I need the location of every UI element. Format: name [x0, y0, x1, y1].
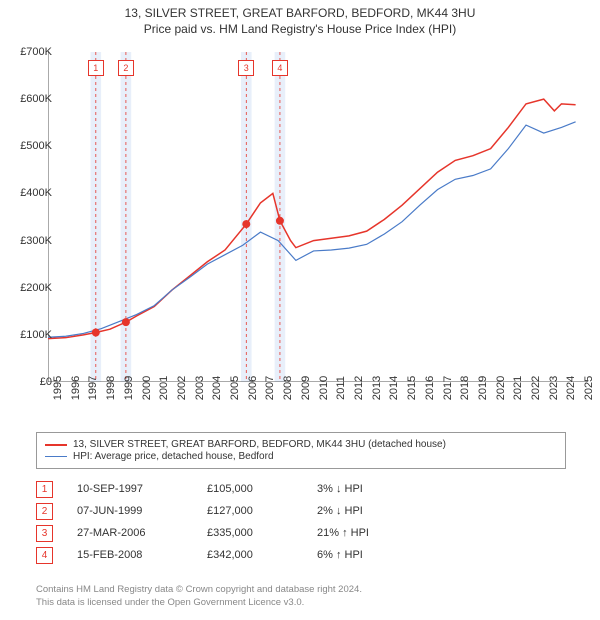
footer-line1: Contains HM Land Registry data © Crown c… — [36, 584, 362, 597]
sale-row: 4 15-FEB-2008£342,0006% ↑ HPI — [36, 544, 566, 566]
sale-marker-box: 3 — [238, 60, 254, 76]
legend-label: HPI: Average price, detached house, Bedf… — [73, 451, 274, 462]
title-block: 13, SILVER STREET, GREAT BARFORD, BEDFOR… — [0, 0, 600, 40]
x-tick-label: 2006 — [247, 376, 259, 400]
x-tick-label: 2022 — [530, 376, 542, 400]
sale-row: 2 07-JUN-1999£127,0002% ↓ HPI — [36, 500, 566, 522]
x-tick-label: 1996 — [70, 376, 82, 400]
x-tick-label: 2015 — [406, 376, 418, 400]
title-main: 13, SILVER STREET, GREAT BARFORD, BEDFOR… — [0, 6, 600, 20]
x-tick-label: 2018 — [459, 376, 471, 400]
sale-table: 1 10-SEP-1997£105,0003% ↓ HPI 2 07-JUN-1999… — [36, 478, 566, 566]
x-tick-label: 2013 — [371, 376, 383, 400]
x-tick-label: 2024 — [565, 376, 577, 400]
sale-row: 3 27-MAR-2006£335,00021% ↑ HPI — [36, 522, 566, 544]
x-tick-label: 2025 — [583, 376, 595, 400]
x-tick-label: 2019 — [477, 376, 489, 400]
y-tick-label: £400K — [20, 187, 52, 199]
sale-diff: 21% ↑ HPI — [317, 527, 437, 539]
x-tick-label: 2009 — [300, 376, 312, 400]
sale-row: 1 10-SEP-1997£105,0003% ↓ HPI — [36, 478, 566, 500]
legend-row: 13, SILVER STREET, GREAT BARFORD, BEDFOR… — [45, 439, 557, 450]
sale-num-box: 4 — [36, 547, 53, 564]
x-tick-label: 2016 — [424, 376, 436, 400]
y-tick-label: £200K — [20, 282, 52, 294]
sale-date: 27-MAR-2006 — [77, 527, 207, 539]
title-sub: Price paid vs. HM Land Registry's House … — [0, 22, 600, 36]
chart-svg — [48, 52, 588, 382]
x-tick-label: 1999 — [123, 376, 135, 400]
chart-container: 13, SILVER STREET, GREAT BARFORD, BEDFOR… — [0, 0, 600, 620]
y-tick-label: £100K — [20, 329, 52, 341]
sale-diff: 2% ↓ HPI — [317, 505, 437, 517]
legend-row: HPI: Average price, detached house, Bedf… — [45, 451, 557, 462]
legend-swatch — [45, 444, 67, 446]
sale-marker-box: 4 — [272, 60, 288, 76]
x-tick-label: 2003 — [194, 376, 206, 400]
x-tick-label: 2011 — [335, 376, 347, 400]
sale-date: 07-JUN-1999 — [77, 505, 207, 517]
sale-diff: 3% ↓ HPI — [317, 483, 437, 495]
footer-line2: This data is licensed under the Open Gov… — [36, 597, 362, 610]
x-tick-label: 2012 — [353, 376, 365, 400]
y-tick-label: £600K — [20, 93, 52, 105]
x-tick-label: 2005 — [229, 376, 241, 400]
x-tick-label: 2008 — [282, 376, 294, 400]
y-tick-label: £700K — [20, 46, 52, 58]
sale-price: £335,000 — [207, 527, 317, 539]
legend-box: 13, SILVER STREET, GREAT BARFORD, BEDFOR… — [36, 432, 566, 469]
sale-price: £127,000 — [207, 505, 317, 517]
x-tick-label: 2007 — [264, 376, 276, 400]
x-tick-label: 1998 — [105, 376, 117, 400]
x-tick-label: 2023 — [548, 376, 560, 400]
x-tick-label: 2002 — [176, 376, 188, 400]
x-tick-label: 2001 — [158, 376, 170, 400]
chart-area — [48, 52, 588, 382]
sale-marker-box: 2 — [118, 60, 134, 76]
footer: Contains HM Land Registry data © Crown c… — [36, 584, 362, 610]
sale-price: £105,000 — [207, 483, 317, 495]
x-tick-label: 2010 — [318, 376, 330, 400]
x-tick-label: 2014 — [388, 376, 400, 400]
y-tick-label: £0 — [40, 376, 52, 388]
y-tick-label: £300K — [20, 235, 52, 247]
sale-num-box: 1 — [36, 481, 53, 498]
x-tick-label: 2000 — [141, 376, 153, 400]
sale-num-box: 2 — [36, 503, 53, 520]
sale-price: £342,000 — [207, 549, 317, 561]
x-tick-label: 2017 — [442, 376, 454, 400]
y-tick-label: £500K — [20, 140, 52, 152]
x-tick-label: 2020 — [495, 376, 507, 400]
sale-date: 10-SEP-1997 — [77, 483, 207, 495]
sale-marker-box: 1 — [88, 60, 104, 76]
legend-swatch — [45, 456, 67, 457]
sale-diff: 6% ↑ HPI — [317, 549, 437, 561]
x-tick-label: 1997 — [87, 376, 99, 400]
x-tick-label: 2021 — [512, 376, 524, 400]
x-tick-label: 2004 — [211, 376, 223, 400]
sale-num-box: 3 — [36, 525, 53, 542]
sale-date: 15-FEB-2008 — [77, 549, 207, 561]
x-tick-label: 1995 — [52, 376, 64, 400]
legend-label: 13, SILVER STREET, GREAT BARFORD, BEDFOR… — [73, 439, 446, 450]
